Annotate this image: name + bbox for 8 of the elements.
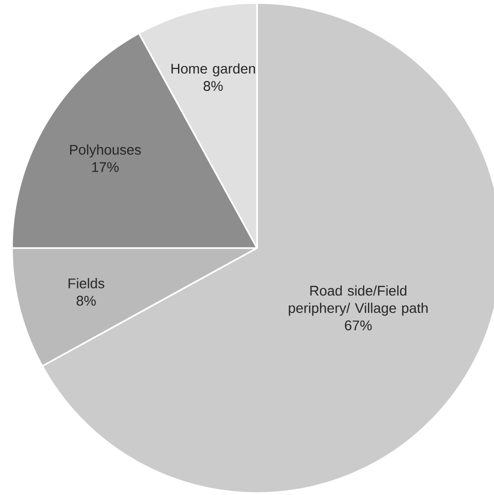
data-label: 67%	[344, 320, 372, 330]
slice-label: Fields	[68, 278, 104, 288]
data-label: 17%	[92, 162, 119, 172]
slice-label: Road side/Field periphery/ Village path	[288, 285, 428, 316]
slice-label: Home garden	[171, 63, 256, 76]
data-label: 8%	[76, 296, 96, 306]
slice-label: Polyhouses	[70, 144, 141, 158]
data-label: 8%	[204, 81, 223, 91]
